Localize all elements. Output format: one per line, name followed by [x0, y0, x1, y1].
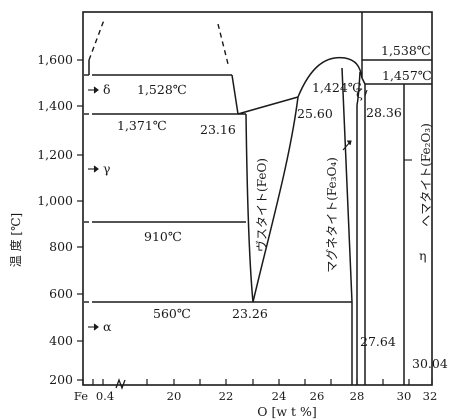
dashed-boundaries: [84, 19, 229, 303]
y-tick-1400: 1,400: [37, 98, 73, 113]
y-tick-800: 800: [49, 239, 73, 254]
y-tick-400: 400: [49, 333, 73, 348]
temp-1528: 1,528℃: [137, 82, 187, 97]
y-tick-labels: 1,600 1,400 1,200 1,000 800 600 400 200: [37, 52, 73, 387]
x-axis-label: O [w t %]: [257, 404, 317, 419]
temp-1371: 1,371℃: [117, 118, 167, 133]
hematite-label: ヘマタイト(Fe₂O₃): [419, 123, 433, 227]
temp-1538: 1,538℃: [381, 43, 431, 58]
y-tick-1200: 1,200: [37, 147, 73, 162]
y-tick-marks: [77, 59, 83, 381]
phase-boundaries: [88, 12, 432, 385]
magnetite-label: マグネタイト(Fe₃O₄): [325, 157, 339, 273]
x-tick-marks: [82, 379, 433, 385]
comp-30-04: 30.04: [412, 356, 448, 371]
x-tick-20: 20: [167, 389, 182, 403]
x-tick-24: 24: [272, 389, 287, 403]
comp-25-60: 25.60: [297, 106, 333, 121]
x-tick-32: 32: [423, 389, 438, 403]
x-tick-30: 30: [397, 389, 412, 403]
wustite-label: ヴスタイト(FeO): [254, 158, 269, 252]
phase-arrows: [88, 86, 412, 331]
temp-1424: 1,424℃: [312, 80, 362, 95]
x-tick-0-4: 0.4: [96, 389, 114, 403]
plot-frame: [82, 11, 433, 386]
comp-28-36: 28.36: [366, 105, 402, 120]
y-tick-1600: 1,600: [37, 52, 73, 67]
phase-gamma-label: γ: [103, 161, 110, 176]
axis-break-mark: [115, 378, 126, 390]
phase-eta-label: η: [419, 248, 427, 263]
y-axis-label: 温 度 [℃]: [8, 213, 23, 267]
phase-alpha-label: α: [103, 319, 112, 334]
comp-23-16: 23.16: [200, 122, 236, 137]
y-tick-200: 200: [49, 372, 73, 387]
x-tick-22: 22: [219, 389, 234, 403]
y-tick-1000: 1,000: [37, 193, 73, 208]
x-tick-28: 28: [350, 389, 365, 403]
x-tick-labels: Fe 0.4 20 22 24 26 28 30 32: [74, 389, 437, 403]
phase-zeta-label: ζ: [356, 86, 363, 101]
temp-560: 560℃: [153, 306, 191, 321]
temp-1457: 1,457℃: [382, 68, 432, 83]
temp-910: 910℃: [144, 229, 182, 244]
phase-delta-label: δ: [103, 82, 111, 97]
comp-27-64: 27.64: [360, 334, 396, 349]
x-tick-26: 26: [310, 389, 325, 403]
y-tick-600: 600: [49, 286, 73, 301]
comp-23-26: 23.26: [232, 306, 268, 321]
x-tick-fe: Fe: [74, 389, 88, 403]
